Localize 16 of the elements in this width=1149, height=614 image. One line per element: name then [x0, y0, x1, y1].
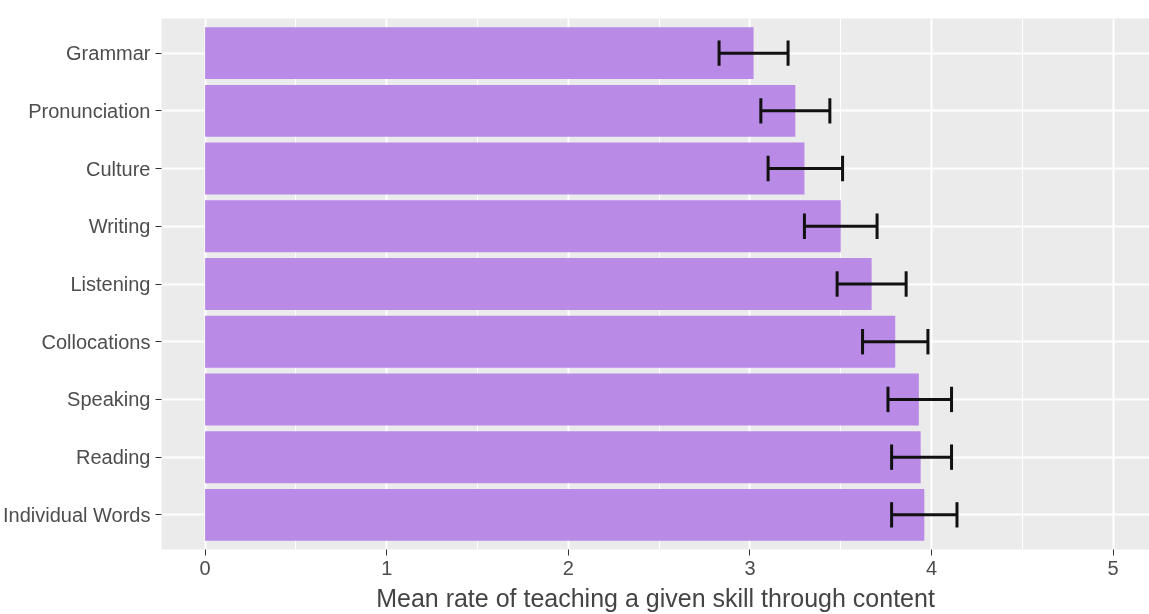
y-tick-label: Reading — [76, 446, 151, 469]
x-tick-label: 4 — [926, 556, 938, 579]
y-tick-label: Individual Words — [3, 503, 151, 526]
x-tick-label: 1 — [381, 556, 393, 579]
y-tick-label: Listening — [70, 273, 151, 295]
x-tick-label: 5 — [1107, 556, 1119, 579]
y-tick-label: Culture — [86, 157, 151, 180]
y-tick-label: Grammar — [66, 42, 151, 65]
y-tick-label: Collocations — [41, 330, 151, 353]
x-tick-label: 0 — [199, 556, 211, 579]
x-tick-label: 2 — [562, 556, 574, 579]
x-tick-label: 3 — [744, 556, 756, 579]
y-tick-label: Writing — [88, 215, 151, 238]
y-tick-label: Speaking — [67, 388, 151, 411]
x-axis-title: Mean rate of teaching a given skill through content — [376, 583, 935, 612]
y-tick-label: Pronunciation — [28, 99, 151, 122]
